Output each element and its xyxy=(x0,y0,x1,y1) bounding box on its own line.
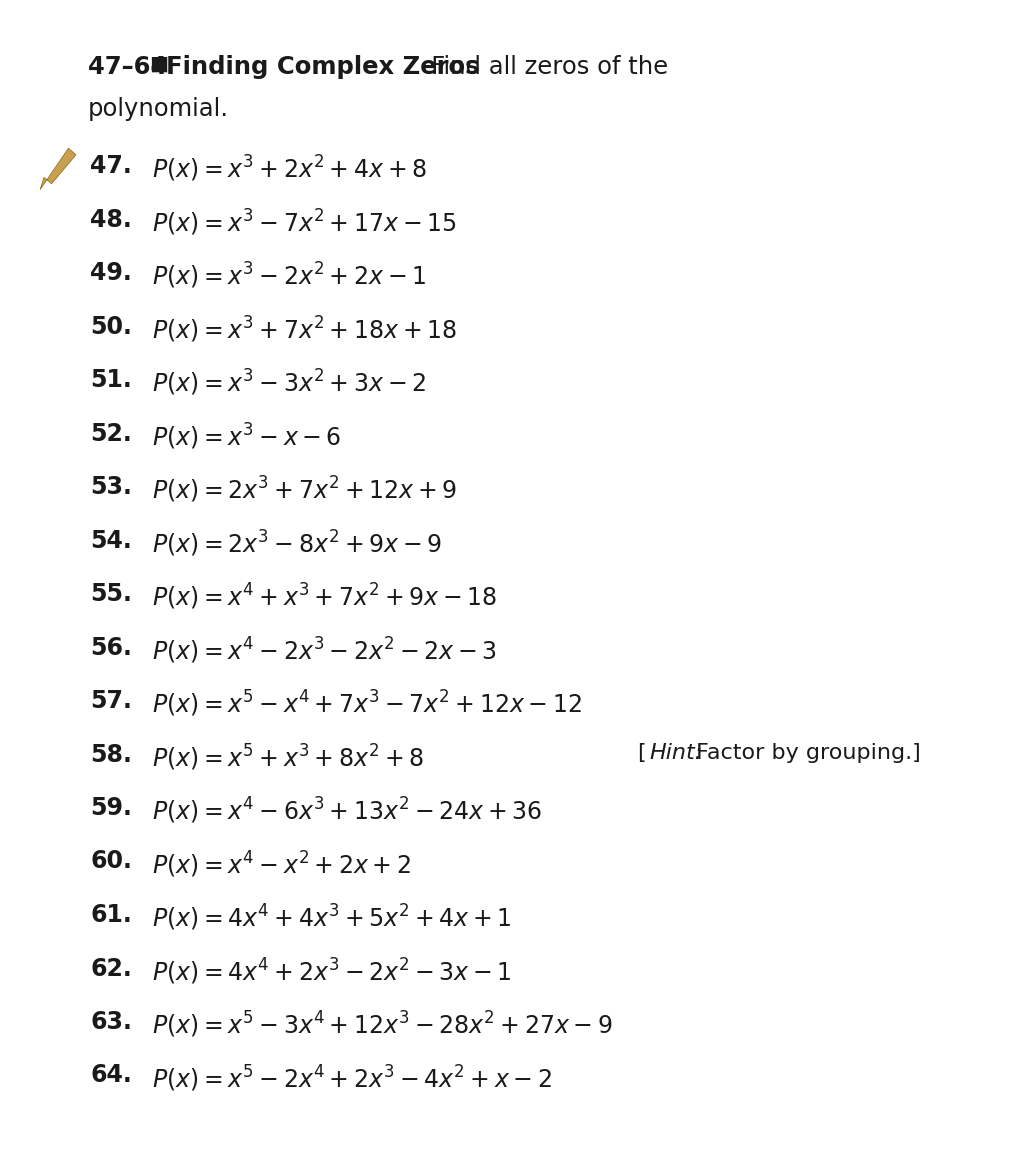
Text: $\mathit{P}(x) = x^{5} - 3x^{4} + 12x^{3} - 28x^{2} + 27x - 9$: $\mathit{P}(x) = x^{5} - 3x^{4} + 12x^{3… xyxy=(152,1010,613,1041)
Text: 62.: 62. xyxy=(90,956,131,981)
Text: Finding Complex Zeros: Finding Complex Zeros xyxy=(166,55,479,79)
Text: 55.: 55. xyxy=(90,582,132,606)
Text: $\mathit{P}(x) = 4x^{4} + 4x^{3} + 5x^{2} + 4x + 1$: $\mathit{P}(x) = 4x^{4} + 4x^{3} + 5x^{2… xyxy=(152,902,512,933)
Text: $\mathit{P}(x) = x^{4} - 6x^{3} + 13x^{2} - 24x + 36$: $\mathit{P}(x) = x^{4} - 6x^{3} + 13x^{2… xyxy=(152,796,543,826)
Text: $\mathit{P}(x) = x^{5} + x^{3} + 8x^{2} + 8$: $\mathit{P}(x) = x^{5} + x^{3} + 8x^{2} … xyxy=(152,743,424,772)
Text: 60.: 60. xyxy=(90,850,132,873)
Text: $\mathit{P}(x) = x^{4} + x^{3} + 7x^{2} + 9x - 18$: $\mathit{P}(x) = x^{4} + x^{3} + 7x^{2} … xyxy=(152,582,498,612)
Text: $\mathit{P}(x) = 4x^{4} + 2x^{3} - 2x^{2} - 3x - 1$: $\mathit{P}(x) = 4x^{4} + 2x^{3} - 2x^{2… xyxy=(152,956,512,987)
Text: 52.: 52. xyxy=(90,422,131,445)
Text: 47.: 47. xyxy=(90,154,131,178)
Text: polynomial.: polynomial. xyxy=(88,97,229,121)
Text: $\mathit{P}(x) = x^{4} - 2x^{3} - 2x^{2} - 2x - 3$: $\mathit{P}(x) = x^{4} - 2x^{3} - 2x^{2}… xyxy=(152,635,497,666)
Text: 51.: 51. xyxy=(90,368,131,391)
Text: $\mathit{P}(x) = x^{3} + 7x^{2} + 18x + 18$: $\mathit{P}(x) = x^{3} + 7x^{2} + 18x + … xyxy=(152,314,457,345)
Text: 59.: 59. xyxy=(90,796,132,820)
Text: $\mathit{P}(x) = x^{3} + 2x^{2} + 4x + 8$: $\mathit{P}(x) = x^{3} + 2x^{2} + 4x + 8… xyxy=(152,154,427,184)
Text: 64.: 64. xyxy=(90,1063,131,1088)
Text: ■: ■ xyxy=(150,55,176,74)
Text: $\mathit{P}(x) = x^{3} - 7x^{2} + 17x - 15$: $\mathit{P}(x) = x^{3} - 7x^{2} + 17x - … xyxy=(152,207,457,238)
Text: 54.: 54. xyxy=(90,529,131,552)
Text: 56.: 56. xyxy=(90,635,132,660)
Text: Hint:: Hint: xyxy=(649,743,702,763)
Text: $\mathit{P}(x) = 2x^{3} - 8x^{2} + 9x - 9$: $\mathit{P}(x) = 2x^{3} - 8x^{2} + 9x - … xyxy=(152,529,442,559)
Text: Find all zeros of the: Find all zeros of the xyxy=(408,55,668,79)
Text: 50.: 50. xyxy=(90,314,132,339)
Text: 48.: 48. xyxy=(90,207,131,232)
Text: $\mathit{P}(x) = x^{3} - 2x^{2} + 2x - 1$: $\mathit{P}(x) = x^{3} - 2x^{2} + 2x - 1… xyxy=(152,261,426,291)
Text: 61.: 61. xyxy=(90,902,131,927)
Polygon shape xyxy=(40,148,76,190)
Text: 63.: 63. xyxy=(90,1010,132,1034)
Text: 53.: 53. xyxy=(90,475,132,499)
Text: $\mathit{P}(x) = x^{4} - x^{2} + 2x + 2$: $\mathit{P}(x) = x^{4} - x^{2} + 2x + 2$ xyxy=(152,850,411,880)
Text: 58.: 58. xyxy=(90,743,132,766)
Text: $\mathit{P}(x) = 2x^{3} + 7x^{2} + 12x + 9$: $\mathit{P}(x) = 2x^{3} + 7x^{2} + 12x +… xyxy=(152,475,457,505)
Text: $\mathit{P}(x) = x^{3} - 3x^{2} + 3x - 2$: $\mathit{P}(x) = x^{3} - 3x^{2} + 3x - 2… xyxy=(152,368,426,398)
Text: $\mathit{P}(x) = x^{3} - x - 6$: $\mathit{P}(x) = x^{3} - x - 6$ xyxy=(152,422,342,451)
Text: $\mathit{P}(x) = x^{5} - x^{4} + 7x^{3} - 7x^{2} + 12x - 12$: $\mathit{P}(x) = x^{5} - x^{4} + 7x^{3} … xyxy=(152,689,582,720)
Text: 47–64: 47–64 xyxy=(88,55,175,79)
Text: 49.: 49. xyxy=(90,261,131,285)
Text: $\mathit{P}(x) = x^{5} - 2x^{4} + 2x^{3} - 4x^{2} + x - 2$: $\mathit{P}(x) = x^{5} - 2x^{4} + 2x^{3}… xyxy=(152,1063,552,1093)
Text: 57.: 57. xyxy=(90,689,132,713)
Text: [: [ xyxy=(637,743,645,763)
Text: Factor by grouping.]: Factor by grouping.] xyxy=(689,743,920,763)
